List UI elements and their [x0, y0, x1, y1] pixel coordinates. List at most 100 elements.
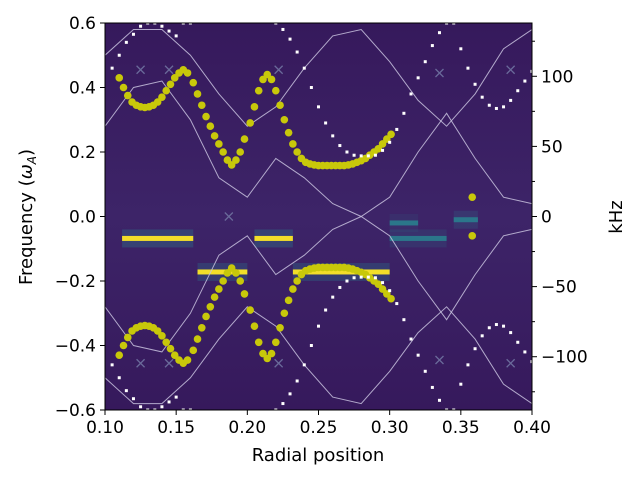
y2-tick-label: −50 — [541, 278, 577, 298]
series-1-point-37 — [272, 86, 280, 95]
series-1-point-3 — [123, 91, 132, 100]
series-4-point-29 — [388, 289, 392, 293]
x-tick-label: 0.15 — [157, 418, 195, 438]
series-4-point-40 — [466, 363, 470, 367]
series-4-point-22 — [338, 285, 342, 289]
series-4-point-32 — [409, 337, 413, 341]
series-1-point-40 — [284, 128, 293, 137]
series-4-point-43 — [487, 326, 491, 330]
y-tick-label: −0.6 — [55, 401, 96, 421]
series-4-point-21 — [331, 295, 335, 299]
series-2-point-18 — [189, 346, 198, 355]
series-5-point-3 — [224, 212, 234, 221]
series-4-point-2 — [117, 376, 121, 380]
series-3-point-24 — [352, 153, 356, 157]
series-3-point-29 — [388, 140, 392, 144]
series-4-point-44 — [494, 323, 498, 327]
series-2-point-39 — [280, 309, 289, 318]
series-4-point-49 — [530, 360, 532, 364]
series-3-point-8 — [160, 24, 164, 28]
x-axis-label: Radial position — [252, 445, 385, 466]
series-2-point-30 — [240, 290, 249, 298]
series-4-point-30 — [395, 302, 399, 306]
series-1-point-64 — [387, 130, 395, 139]
series-2-point-2 — [119, 341, 128, 350]
series-1-point-24 — [215, 140, 223, 148]
series-3-point-45 — [502, 105, 506, 109]
series-3-point-13 — [274, 23, 278, 25]
spectrum-band-6 — [389, 220, 419, 226]
series-4-point-33 — [416, 353, 420, 357]
series-1-point-22 — [206, 122, 215, 130]
series-4-point-37 — [445, 408, 449, 410]
series-4-point-27 — [373, 276, 377, 280]
series-2-point-11 — [158, 332, 166, 340]
series-3-point-10 — [174, 34, 178, 38]
y-tick-label: −0.4 — [55, 337, 96, 357]
series-4-point-3 — [124, 389, 128, 393]
series-3-point-15 — [288, 37, 292, 41]
x-tick-label: 0.25 — [300, 418, 338, 438]
spectrum-band-2 — [197, 269, 248, 275]
series-1-point-1 — [115, 74, 124, 82]
series-1-point-2 — [119, 83, 128, 92]
series-4-point-15 — [288, 392, 292, 396]
series-1-point-65 — [468, 193, 477, 201]
x-tick-label: 0.20 — [228, 418, 266, 438]
series-4-point-36 — [437, 398, 441, 402]
series-2-point-20 — [197, 323, 206, 332]
series-1-point-25 — [219, 148, 227, 156]
series-1-point-13 — [166, 80, 175, 89]
series-3-point-49 — [530, 69, 532, 73]
series-2-point-19 — [193, 335, 202, 343]
series-4-point-42 — [480, 334, 484, 338]
series-3-point-43 — [487, 103, 491, 107]
series-2-point-33 — [254, 338, 263, 347]
series-3-point-30 — [395, 127, 399, 131]
series-2-point-29 — [236, 277, 245, 285]
series-3-point-28 — [381, 148, 385, 152]
series-1-point-17 — [183, 69, 192, 77]
series-4-point-8 — [160, 405, 164, 409]
series-3-point-42 — [480, 95, 484, 99]
series-3-point-40 — [466, 66, 470, 70]
series-4-point-13 — [274, 408, 278, 410]
y-tick-label: 0.2 — [69, 143, 96, 163]
series-3-point-21 — [331, 134, 335, 138]
series-1-point-41 — [289, 140, 297, 148]
series-3-point-19 — [317, 105, 320, 109]
series-5-point-9 — [274, 358, 284, 368]
series-1-point-32 — [250, 103, 259, 111]
series-2-point-12 — [162, 338, 171, 347]
series-2-point-36 — [267, 349, 276, 358]
series-5-point-4 — [274, 65, 284, 75]
data-series — [110, 23, 532, 410]
series-5-point-1 — [136, 65, 146, 75]
series-1-point-11 — [158, 93, 166, 101]
series-3-point-7 — [153, 23, 157, 25]
series-3-point-35 — [430, 44, 434, 48]
series-4-point-35 — [430, 385, 434, 389]
series-2-point-37 — [272, 338, 280, 347]
mid-lower-continuum — [105, 215, 532, 353]
series-4-point-19 — [317, 324, 320, 328]
series-1-point-39 — [280, 115, 289, 124]
series-5-point-2 — [164, 65, 174, 75]
series-2-point-3 — [123, 333, 132, 342]
series-1-point-42 — [293, 148, 301, 156]
series-4-point-12 — [188, 408, 192, 410]
series-3-point-44 — [494, 106, 498, 110]
spectrum-bands — [122, 210, 478, 281]
series-3-point-31 — [402, 111, 406, 115]
series-2-point-13 — [166, 344, 175, 353]
y-axis-label: Frequency (ωA) — [16, 149, 39, 285]
series-3-point-48 — [523, 79, 527, 83]
x-tick-label: 0.40 — [513, 418, 551, 438]
y2-axis-ticks: −100 −50 0 50 100 — [532, 40, 588, 393]
series-2-point-38 — [276, 323, 284, 332]
series-2-point-22 — [206, 303, 215, 311]
series-1-point-31 — [246, 119, 254, 127]
series-3-point-1 — [110, 66, 114, 70]
plot-background — [105, 23, 532, 410]
y-axis-label-sub: A — [25, 156, 39, 165]
